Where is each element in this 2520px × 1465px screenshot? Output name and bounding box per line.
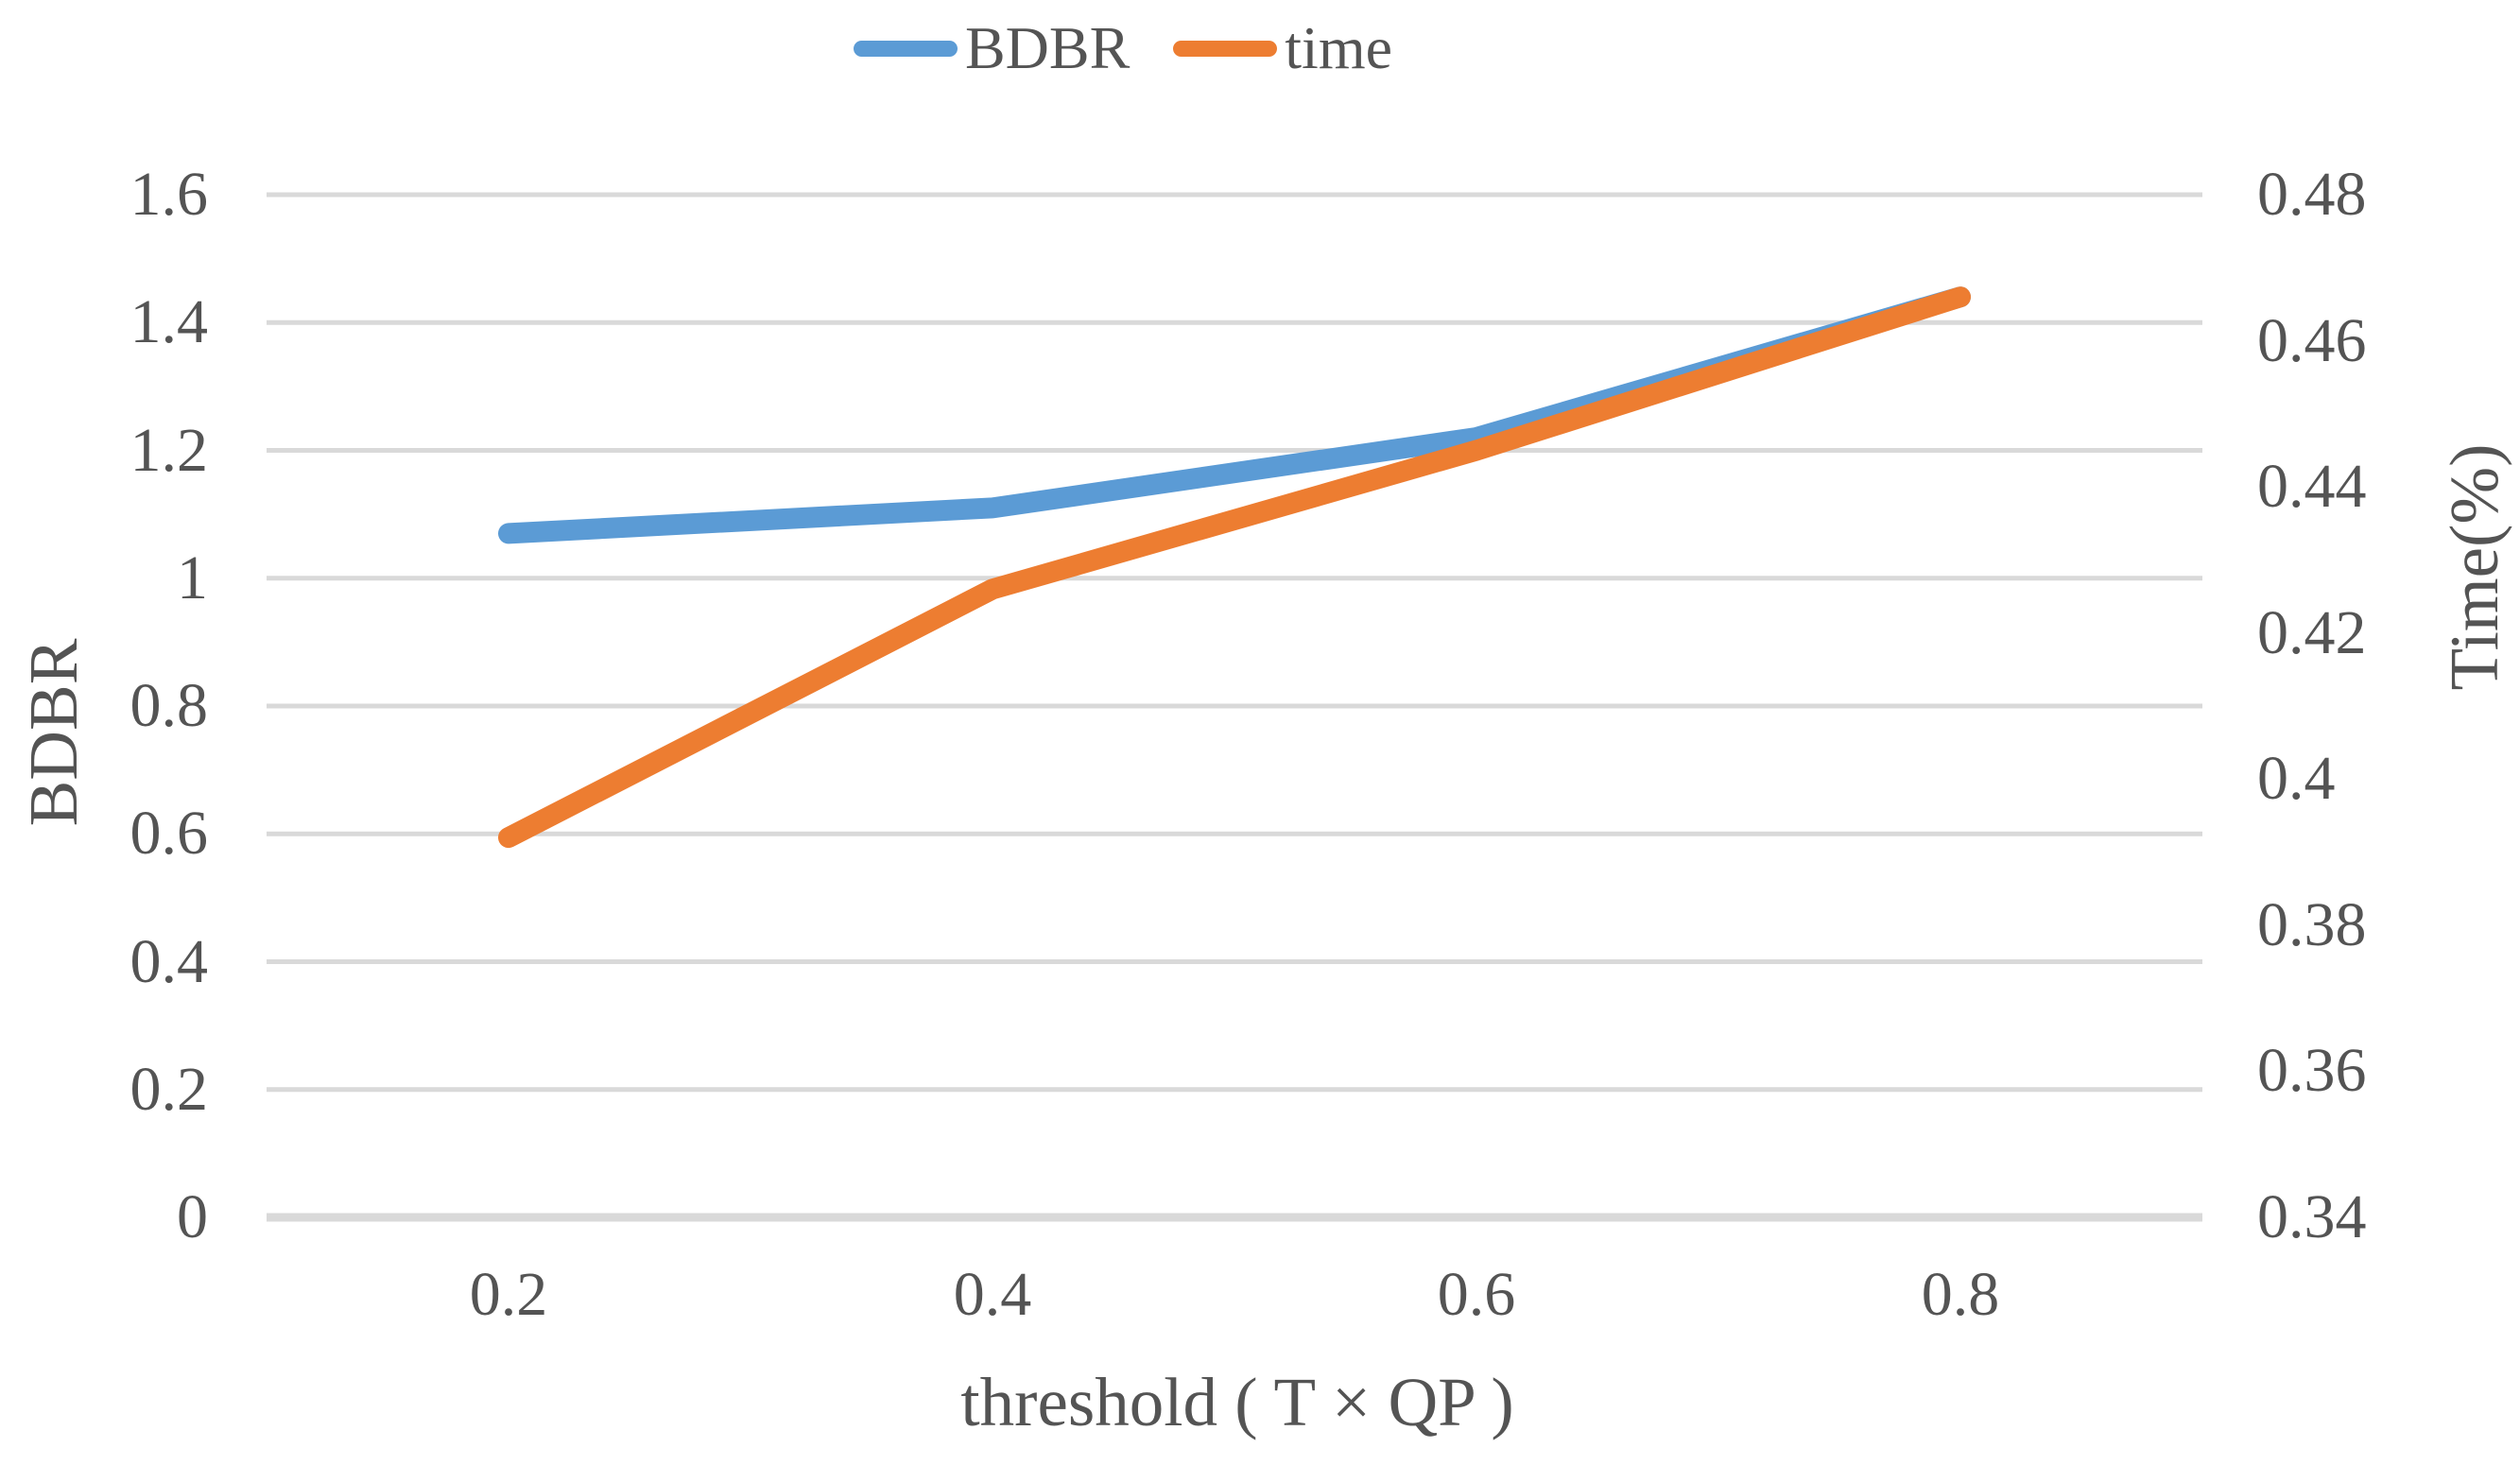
legend-label-time: time [1285,14,1393,81]
right-axis-title: Time(%) [2436,443,2512,691]
left-tick-label: 1 [177,543,208,612]
x-tick-label: 0.8 [1921,1260,2000,1329]
time-line [498,286,1971,849]
right-tick-label: 0.38 [2257,889,2367,959]
left-tick-label: 0.4 [129,926,209,996]
legend-item-time[interactable]: time [1173,15,1392,81]
right-tick-label: 0.42 [2257,597,2367,667]
right-tick-label: 0.36 [2257,1036,2367,1106]
x-axis-title: threshold ( T × QP ) [960,1364,1514,1440]
time-line-swatch [1173,40,1278,57]
left-tick-label: 0 [177,1182,208,1251]
legend-item-bdbr[interactable]: BDBR [853,14,1131,81]
left-tick-label: 0.6 [129,799,209,869]
left-tick-label: 0.8 [129,671,209,740]
left-tick-label: 1.6 [129,160,209,229]
right-tick-label: 0.46 [2257,305,2367,375]
legend: BDBR time [0,15,2383,81]
right-tick-label: 0.4 [2257,744,2336,814]
x-tick-label: 0.4 [953,1260,1032,1329]
left-tick-label: 1.4 [129,287,209,357]
right-tick-label: 0.34 [2257,1182,2367,1251]
right-tick-label: 0.48 [2257,160,2367,229]
legend-label-bdbr: BDBR [964,14,1131,81]
right-tick-label: 0.44 [2257,452,2367,522]
x-tick-label: 0.2 [469,1260,548,1329]
left-axis-title: BDBR [15,638,92,827]
left-tick-label: 0.2 [129,1054,209,1124]
bdbr-line [498,286,1971,544]
left-tick-label: 1.2 [129,415,209,485]
x-tick-label: 0.6 [1437,1260,1516,1329]
bdbr-line-swatch [853,40,958,57]
